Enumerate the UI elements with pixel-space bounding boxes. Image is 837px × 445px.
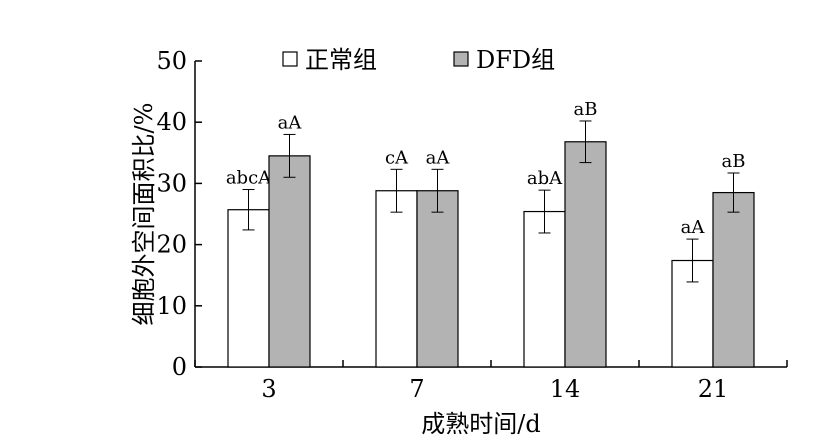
y-tick-label: 40 — [156, 108, 187, 136]
x-tick-label: 7 — [409, 375, 424, 403]
bar-normal — [671, 259, 714, 368]
bars: abcA aA cA aA abA aB aA aB — [226, 99, 755, 368]
significance-label: aA — [426, 147, 451, 168]
significance-label: abA — [527, 168, 563, 189]
bar-dfd — [712, 191, 755, 368]
x-axis-title: 成熟时间/d — [421, 410, 540, 438]
legend-label: 正常组 — [305, 46, 377, 74]
y-tick-label: 10 — [156, 292, 187, 320]
x-tick-label: 14 — [550, 375, 581, 403]
significance-label: aB — [574, 99, 598, 120]
y-tick-label: 30 — [156, 169, 187, 197]
legend-swatch-normal — [282, 51, 298, 67]
bar-dfd — [268, 155, 311, 368]
significance-label: aB — [722, 151, 746, 172]
y-tick-label: 20 — [156, 231, 187, 259]
y-tick-label: 50 — [156, 47, 187, 75]
bar-normal — [227, 209, 270, 368]
bar-dfd — [416, 190, 459, 368]
x-tick-label: 3 — [261, 375, 276, 403]
bar-normal — [375, 190, 418, 368]
significance-label: abcA — [226, 168, 272, 189]
y-axis-title: 细胞外空间面积比/% — [130, 103, 158, 326]
legend-swatch-dfd — [453, 51, 469, 67]
bar-dfd — [564, 141, 607, 368]
bar-normal — [523, 210, 566, 368]
legend-label: DFD组 — [476, 46, 555, 74]
significance-label: aA — [278, 112, 303, 133]
x-axis: 3 7 14 21 — [194, 360, 788, 403]
significance-label: aA — [681, 217, 706, 238]
x-tick-label: 21 — [698, 375, 729, 403]
y-tick-label: 0 — [172, 353, 187, 381]
legend: 正常组 DFD组 — [282, 46, 555, 74]
y-axis: 0 10 20 30 40 50 — [156, 47, 202, 381]
significance-label: cA — [385, 147, 409, 168]
